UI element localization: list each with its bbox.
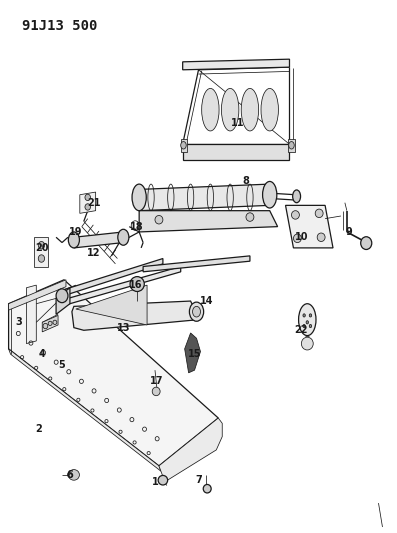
Ellipse shape [246,213,254,221]
Polygon shape [80,192,96,213]
Polygon shape [9,280,66,310]
Ellipse shape [222,88,239,131]
Ellipse shape [48,321,52,326]
Ellipse shape [301,337,313,350]
Ellipse shape [68,232,79,248]
Ellipse shape [293,190,301,203]
Text: 19: 19 [69,227,83,237]
Polygon shape [139,211,278,232]
Ellipse shape [309,325,312,328]
Polygon shape [139,184,270,211]
Ellipse shape [241,88,258,131]
Text: 13: 13 [117,322,130,333]
Polygon shape [74,232,123,248]
Text: 7: 7 [195,475,202,485]
Text: 1: 1 [152,477,158,487]
Polygon shape [9,280,218,466]
Ellipse shape [43,324,48,329]
Polygon shape [62,259,163,296]
Text: 20: 20 [35,243,49,253]
Ellipse shape [38,255,44,262]
Ellipse shape [130,277,144,292]
Ellipse shape [203,484,211,493]
Text: 3: 3 [15,317,22,327]
Polygon shape [183,59,289,70]
Ellipse shape [38,241,44,249]
Ellipse shape [303,325,305,328]
Ellipse shape [158,475,168,485]
Polygon shape [42,316,58,332]
Ellipse shape [85,204,91,210]
Ellipse shape [181,142,186,149]
Ellipse shape [315,209,323,217]
Ellipse shape [361,237,372,249]
Ellipse shape [53,320,57,325]
Ellipse shape [68,470,79,480]
Text: 5: 5 [59,360,66,370]
Polygon shape [76,285,147,325]
Text: 17: 17 [150,376,164,386]
Polygon shape [27,285,36,344]
Polygon shape [183,144,289,160]
Text: 15: 15 [188,349,201,359]
Text: 9: 9 [345,227,352,237]
Text: 21: 21 [87,198,100,208]
Polygon shape [72,301,198,330]
Text: 6: 6 [67,470,73,480]
Polygon shape [58,266,181,306]
Ellipse shape [56,289,68,303]
Text: 14: 14 [200,296,213,306]
Ellipse shape [132,184,146,211]
Polygon shape [185,333,200,373]
Text: 2: 2 [35,424,42,434]
Ellipse shape [155,215,163,224]
Ellipse shape [309,314,312,317]
Ellipse shape [261,88,278,131]
Ellipse shape [152,387,160,395]
Ellipse shape [317,233,325,241]
Ellipse shape [262,181,277,208]
Ellipse shape [202,88,219,131]
Polygon shape [56,288,70,314]
Polygon shape [34,237,48,266]
Ellipse shape [289,142,294,149]
Text: 22: 22 [295,325,308,335]
Text: 10: 10 [295,232,308,243]
Polygon shape [9,349,161,471]
Ellipse shape [291,211,299,219]
Ellipse shape [299,304,316,336]
Polygon shape [159,418,222,482]
Text: 8: 8 [243,176,249,187]
Text: 18: 18 [130,222,144,232]
Ellipse shape [303,314,305,317]
Ellipse shape [293,234,301,243]
Polygon shape [287,139,295,152]
Ellipse shape [85,194,91,200]
Text: 91J13 500: 91J13 500 [23,19,98,33]
Text: 12: 12 [87,248,100,258]
Ellipse shape [306,321,308,324]
Text: 16: 16 [129,280,142,290]
Polygon shape [181,139,187,152]
Text: 11: 11 [231,118,245,128]
Ellipse shape [118,229,129,245]
Polygon shape [285,205,333,248]
Polygon shape [62,285,76,296]
Ellipse shape [193,306,200,317]
Text: 4: 4 [39,349,46,359]
Ellipse shape [189,302,204,321]
Polygon shape [143,256,250,272]
